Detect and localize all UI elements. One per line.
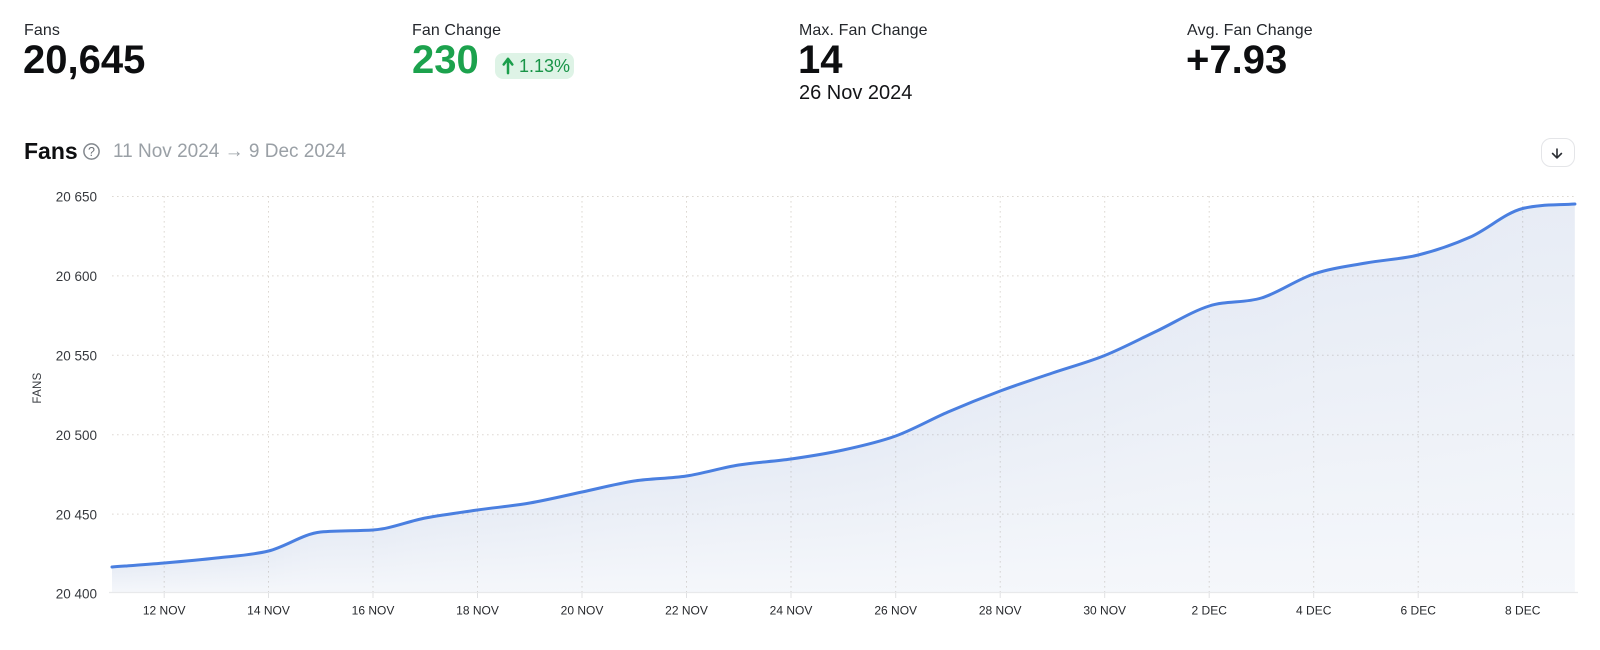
svg-text:28 NOV: 28 NOV	[979, 604, 1022, 618]
svg-text:16 NOV: 16 NOV	[352, 604, 395, 618]
svg-text:20 450: 20 450	[56, 507, 97, 522]
svg-text:24 NOV: 24 NOV	[770, 604, 813, 618]
svg-text:4 DEC: 4 DEC	[1296, 604, 1332, 618]
svg-text:20 600: 20 600	[56, 269, 97, 284]
svg-text:6 DEC: 6 DEC	[1401, 604, 1437, 618]
svg-text:20 550: 20 550	[56, 349, 97, 364]
svg-text:20 500: 20 500	[56, 428, 97, 443]
svg-text:20 NOV: 20 NOV	[561, 604, 604, 618]
svg-text:22 NOV: 22 NOV	[665, 604, 708, 618]
svg-text:20 400: 20 400	[56, 587, 97, 602]
svg-text:8 DEC: 8 DEC	[1505, 604, 1541, 618]
svg-text:26 NOV: 26 NOV	[874, 604, 917, 618]
svg-text:30 NOV: 30 NOV	[1083, 604, 1126, 618]
svg-text:20 650: 20 650	[56, 190, 97, 205]
svg-text:?: ?	[88, 145, 95, 159]
svg-text:FANS: FANS	[32, 372, 44, 403]
svg-text:14 NOV: 14 NOV	[247, 604, 290, 618]
svg-text:12 NOV: 12 NOV	[143, 604, 186, 618]
svg-text:18 NOV: 18 NOV	[456, 604, 499, 618]
svg-text:2 DEC: 2 DEC	[1192, 604, 1228, 618]
